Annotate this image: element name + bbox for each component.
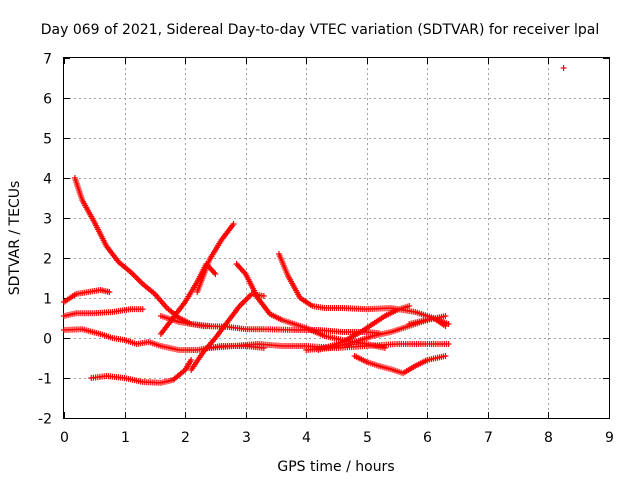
series-arc-9 <box>188 291 267 373</box>
y-tick-label: 5 <box>43 132 52 148</box>
x-tick-label: 9 <box>605 430 614 446</box>
axis-ticks: 0 1 2 3 4 5 6 7 8 9 -2 -1 0 1 2 3 4 5 6 7 <box>38 52 614 447</box>
data-point <box>442 313 449 319</box>
x-tick-label: 3 <box>242 430 251 446</box>
series-arc-12 <box>206 341 452 351</box>
y-tick-label: -1 <box>38 372 52 388</box>
y-tick-label: 3 <box>43 212 52 228</box>
y-tick-label: -2 <box>38 412 52 428</box>
series-arc-14 <box>315 303 413 353</box>
data-point <box>106 289 113 295</box>
x-tick-label: 0 <box>60 430 69 446</box>
x-tick-label: 8 <box>544 430 553 446</box>
series-arc-1 <box>71 175 213 329</box>
x-tick-label: 5 <box>363 430 372 446</box>
data-markers <box>61 65 567 386</box>
x-tick-label: 4 <box>302 430 311 446</box>
data-point <box>212 271 219 277</box>
y-tick-label: 0 <box>43 332 52 348</box>
series-arc-3 <box>61 306 146 319</box>
data-point <box>445 341 452 347</box>
data-point <box>260 293 267 299</box>
grid <box>64 58 609 418</box>
y-tick-label: 4 <box>43 172 52 188</box>
data-point <box>442 323 449 329</box>
y-tick-label: 6 <box>43 92 52 108</box>
data-point <box>139 306 146 313</box>
x-tick-label: 6 <box>423 430 432 446</box>
data-point <box>560 65 567 71</box>
series-arc-7 <box>194 221 237 295</box>
data-point <box>445 321 452 327</box>
plot-frame <box>63 57 610 419</box>
data-point <box>442 353 449 359</box>
series-arc-11 <box>275 251 452 327</box>
series-arc-15 <box>351 353 449 377</box>
data-point <box>188 357 195 363</box>
x-tick-label: 1 <box>121 430 130 446</box>
x-tick-label: 7 <box>484 430 493 446</box>
chart-title: Day 069 of 2021, Sidereal Day-to-day VTE… <box>41 22 599 38</box>
series-arc-16 <box>406 315 449 329</box>
x-tick-label: 2 <box>181 430 190 446</box>
series-outlier <box>560 65 567 71</box>
y-tick-label: 2 <box>43 252 52 268</box>
x-axis-label: GPS time / hours <box>277 459 394 475</box>
data-point <box>381 345 388 351</box>
y-axis-label: SDTVAR / TECUs <box>7 181 23 296</box>
y-tick-label: 1 <box>43 292 52 308</box>
data-point <box>406 303 413 309</box>
y-tick-label: 7 <box>43 52 52 68</box>
data-point <box>230 221 237 227</box>
series-arc-2 <box>61 287 113 305</box>
series-arc-5 <box>88 357 195 386</box>
